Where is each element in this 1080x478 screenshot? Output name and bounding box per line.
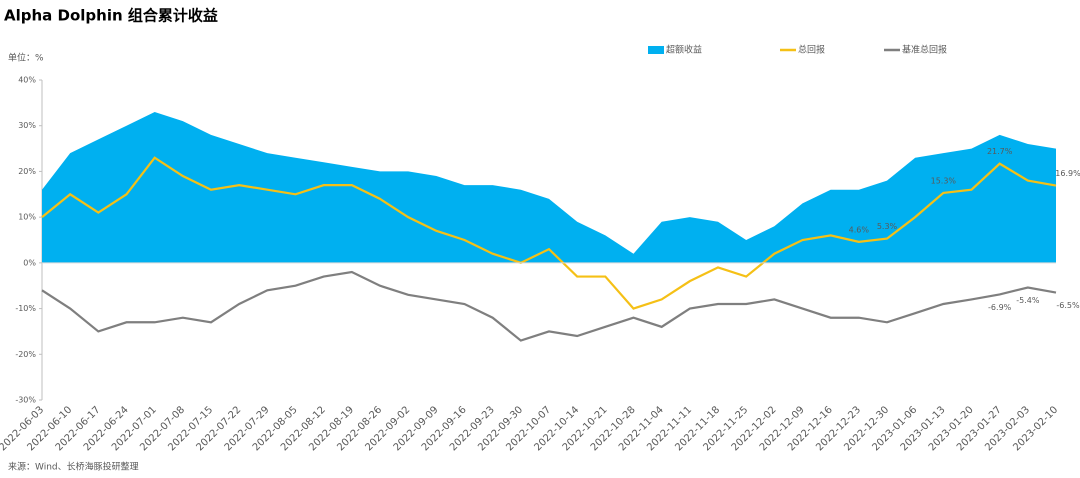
line <box>41 156 1057 310</box>
chart-title: Alpha Dolphin 组合累计收益 <box>4 7 218 25</box>
value-label: 16.9% <box>1055 169 1080 178</box>
legend-label: 超额收益 <box>666 44 702 56</box>
y-tick-label: 0% <box>23 258 36 267</box>
value-label: -5.4% <box>1016 296 1040 305</box>
source: 来源：Wind、长桥海豚投研整理 <box>8 461 139 473</box>
value-label: 21.7% <box>987 147 1013 156</box>
legend-label: 基准总回报 <box>902 44 947 56</box>
y-tick-label: 40% <box>18 76 36 85</box>
y-tick-label: -10% <box>15 304 36 313</box>
value-label: 15.3% <box>931 176 957 185</box>
y-unit: 单位：% <box>8 52 44 64</box>
value-label: 4.6% <box>849 225 870 234</box>
value-label: -6.9% <box>988 303 1012 312</box>
legend-label: 总回报 <box>798 44 825 56</box>
y-tick-label: 30% <box>18 121 36 130</box>
value-label: 5.3% <box>877 222 898 231</box>
y-tick-label: -20% <box>15 350 36 359</box>
value-label: -6.5% <box>1056 301 1080 310</box>
y-tick-label: 10% <box>18 213 36 222</box>
line <box>41 270 1057 342</box>
area <box>42 112 1056 263</box>
legend-swatch <box>648 46 664 54</box>
y-tick-label: 20% <box>18 167 36 176</box>
y-tick-label: -30% <box>15 396 36 405</box>
